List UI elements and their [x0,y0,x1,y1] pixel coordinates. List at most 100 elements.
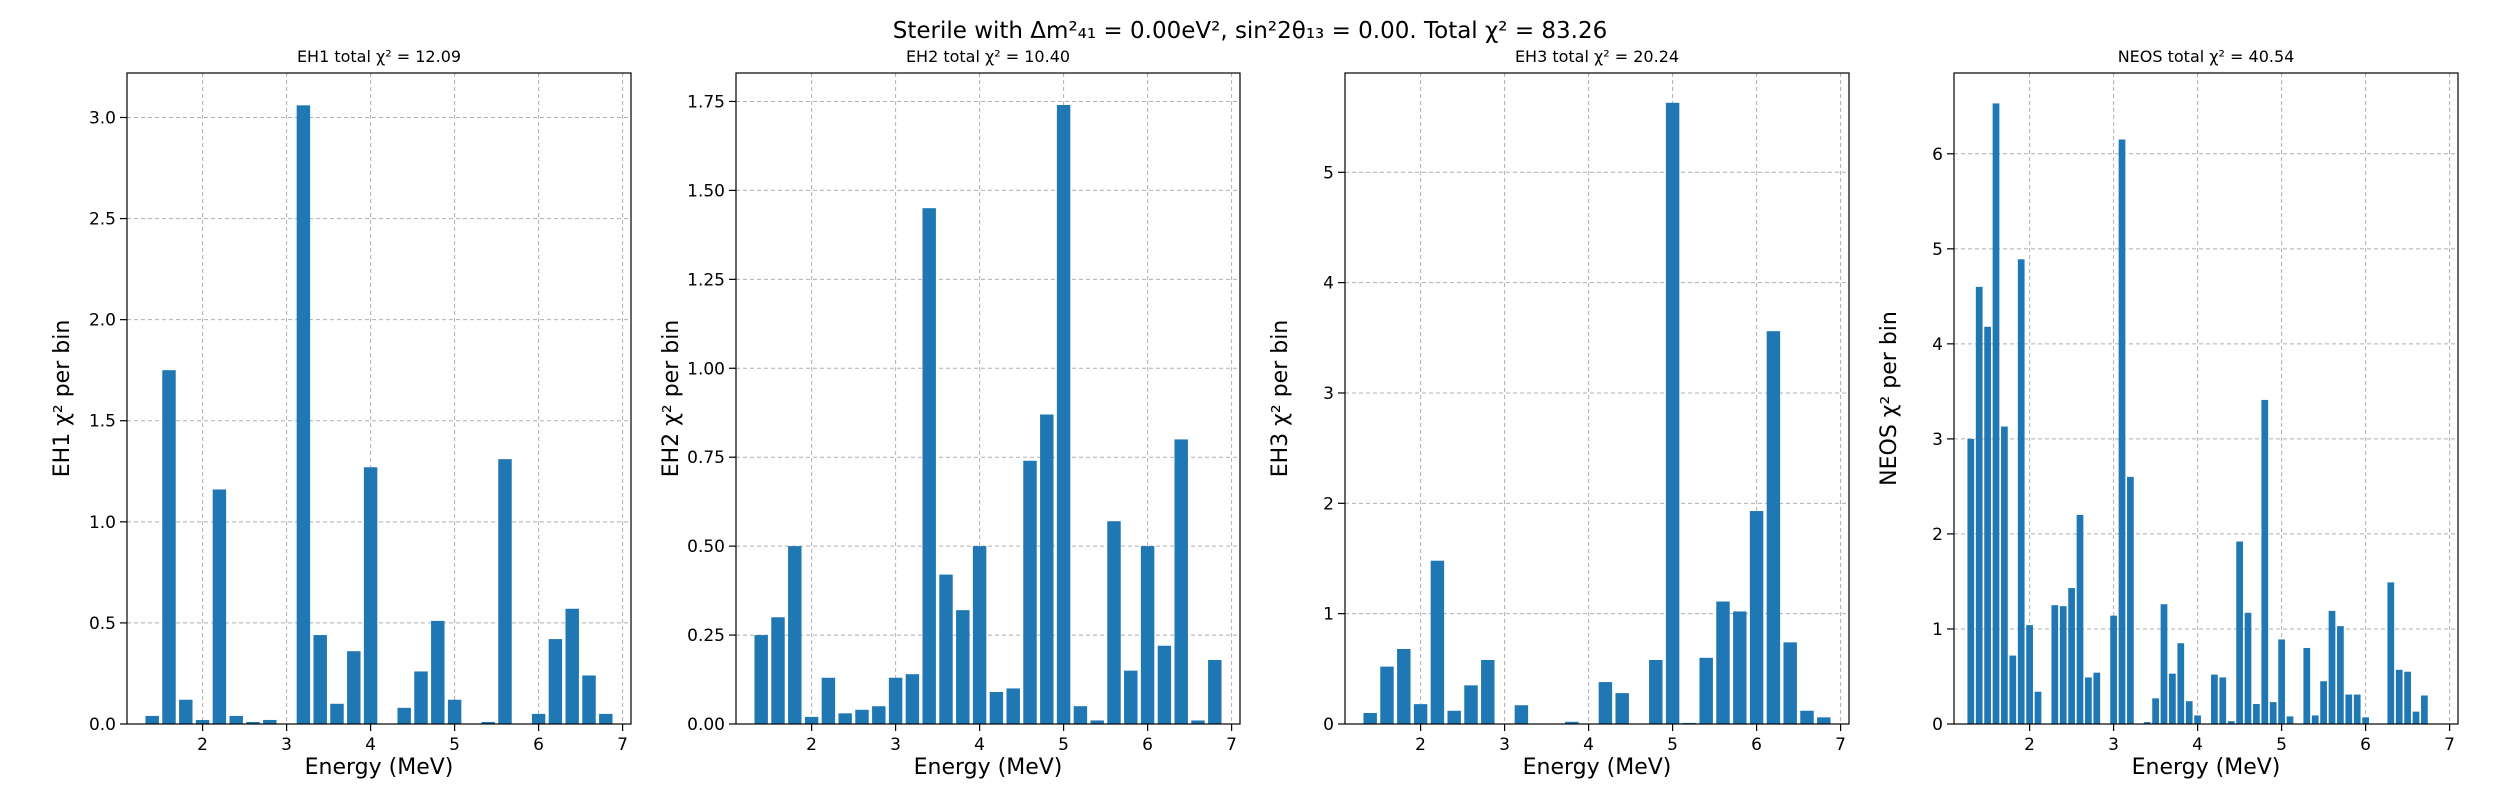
bar [2127,476,2134,724]
chart-panel-2: 2 3 4 5 6 7 0.00 0.25 0.50 0.75 1.00 1.25 1.50 1.75 EH… [659,47,1241,780]
bar [599,713,613,724]
y-axis-label: NEOS χ² per bin [1877,311,1902,486]
bar [2286,716,2294,724]
x-tick-label: 3 [281,735,292,755]
bar [1699,657,1713,724]
panel-title: EH3 total χ² = 20.24 [1515,47,1679,66]
x-axis-label: Energy (MeV) [1523,755,1672,780]
bar [2076,514,2084,724]
y-tick-label: 2.5 [89,210,116,230]
y-axis-label: EH3 χ² per bin [1268,320,1293,478]
chart-panel-1: 2 3 4 5 6 7 0.0 0.5 1.0 1.5 2.0 2.5 3.0 EH1 total χ² … [50,47,632,780]
x-tick-label: 7 [2444,735,2455,755]
y-tick-label: 0.5 [89,614,116,634]
panel-title: EH1 total χ² = 12.09 [297,47,461,66]
bar [2034,691,2042,724]
bar [2009,655,2017,724]
bar [347,651,361,724]
bar [956,610,970,724]
bar [2337,626,2344,724]
y-tick-label: 0.50 [687,537,725,557]
bar [1056,105,1071,724]
bar [397,707,411,724]
bar [330,703,344,724]
bar [1649,660,1663,724]
bar [1766,331,1781,724]
x-tick-label: 5 [2276,735,2287,755]
figure-title: Sterile with Δm²₄₁ = 0.00eV², sin²2θ₁₃ =… [893,18,1608,44]
bar [2194,715,2201,724]
bar [1124,670,1138,724]
bar [431,620,445,724]
bar [1208,659,1222,724]
x-tick-label: 2 [806,735,817,755]
x-axis-label: Energy (MeV) [2132,755,2281,780]
y-tick-label: 5 [1323,163,1334,183]
bar [1817,717,1831,724]
y-tick-label: 1.25 [687,270,725,290]
bar [2017,259,2025,724]
y-tick-label: 3.0 [89,108,116,128]
x-tick-label: 2 [2024,735,2035,755]
chart-panel-3: 2 3 4 5 6 7 0 1 2 3 4 5 EH3 total χ² = 20.24 Energy (… [1268,47,1850,780]
bar [582,675,596,724]
bar [2118,139,2126,725]
bar [363,467,378,724]
bar [1073,706,1088,724]
bar [1984,326,1991,724]
y-tick-label: 1.0 [89,513,116,533]
bar [872,706,886,724]
bar [1090,720,1104,724]
bar [548,639,563,724]
bar [229,715,243,724]
bar [1615,693,1629,724]
bar [313,635,327,724]
bar [2412,711,2420,724]
plot-frame [1344,72,1850,725]
bar [922,208,936,725]
bar [1430,560,1445,724]
bar [1107,521,1121,724]
bar [1733,611,1747,724]
y-tick-label: 1.00 [687,359,725,379]
x-tick-label: 6 [1142,735,1153,755]
bar [2362,717,2369,724]
chart-panel-4: 2 3 4 5 6 7 0 1 2 3 4 5 6 NEOS total χ² = 40.54 Energy… [1877,47,2459,780]
bar [1783,642,1797,724]
y-tick-label: 4 [1323,274,1334,294]
panel-title: EH2 total χ² = 10.40 [906,47,1070,66]
bar [754,635,768,724]
bar [2303,647,2311,724]
y-tick-label: 0.00 [687,715,725,735]
bar [481,721,495,724]
bar [1967,438,1975,724]
bar [1397,648,1411,724]
bar [1191,720,1205,724]
bar [145,715,159,724]
x-tick-label: 4 [2192,735,2203,755]
bar [1140,546,1155,724]
bar [1992,103,2000,724]
y-tick-label: 2 [1323,494,1334,514]
bar [2185,701,2193,724]
bar [939,574,953,724]
bar [2051,605,2059,724]
y-tick-label: 2 [1932,525,1943,545]
y-tick-label: 3 [1323,384,1334,404]
x-tick-label: 6 [533,735,544,755]
y-tick-label: 5 [1932,240,1943,260]
bar [162,370,176,724]
x-tick-label: 2 [1415,735,1426,755]
bar [2169,673,2176,724]
x-tick-label: 6 [2360,735,2371,755]
x-tick-label: 2 [197,735,208,755]
plot-frame [735,72,1241,725]
bar [414,671,428,724]
bar [1006,688,1020,724]
bar [2395,669,2403,724]
bar [2320,681,2327,724]
bar [1800,710,1814,724]
bar [2160,604,2168,724]
bar [195,719,210,724]
bar [246,721,260,724]
